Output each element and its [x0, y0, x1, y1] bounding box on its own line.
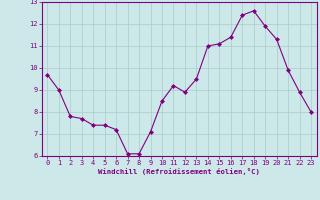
- X-axis label: Windchill (Refroidissement éolien,°C): Windchill (Refroidissement éolien,°C): [98, 168, 260, 175]
